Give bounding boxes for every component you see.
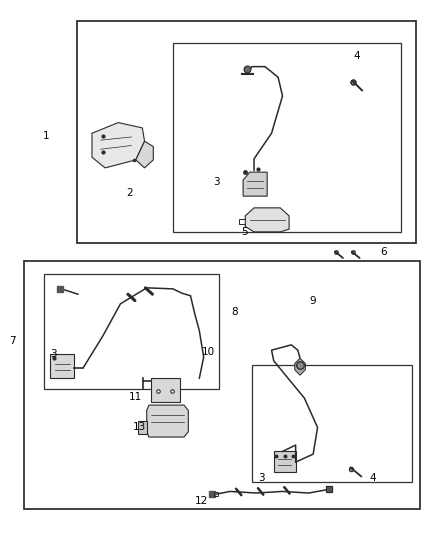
Text: 6: 6: [380, 247, 387, 257]
Polygon shape: [243, 172, 267, 196]
Text: 13: 13: [133, 423, 146, 432]
Text: 10: 10: [201, 347, 215, 357]
Text: 3: 3: [213, 177, 220, 187]
Text: 3: 3: [50, 350, 57, 359]
Polygon shape: [92, 123, 145, 168]
Text: 9: 9: [310, 296, 317, 306]
Polygon shape: [138, 421, 147, 434]
Text: 3: 3: [258, 473, 265, 483]
Text: 8: 8: [231, 307, 238, 317]
Polygon shape: [295, 358, 305, 375]
Text: 4: 4: [370, 473, 377, 483]
Polygon shape: [151, 378, 180, 402]
Text: 11: 11: [129, 392, 142, 402]
Polygon shape: [50, 354, 74, 378]
Text: 7: 7: [9, 336, 16, 346]
Polygon shape: [245, 208, 289, 232]
Polygon shape: [274, 451, 296, 472]
Bar: [173, 43, 401, 232]
Bar: [77, 21, 416, 243]
Polygon shape: [147, 405, 188, 437]
Bar: [24, 261, 420, 509]
Text: 12: 12: [195, 496, 208, 506]
Text: 4: 4: [353, 52, 360, 61]
Bar: [252, 365, 412, 482]
Bar: [44, 274, 219, 389]
Text: 5: 5: [241, 227, 248, 237]
Text: 1: 1: [42, 131, 49, 141]
Text: 2: 2: [126, 188, 133, 198]
Polygon shape: [136, 141, 153, 168]
